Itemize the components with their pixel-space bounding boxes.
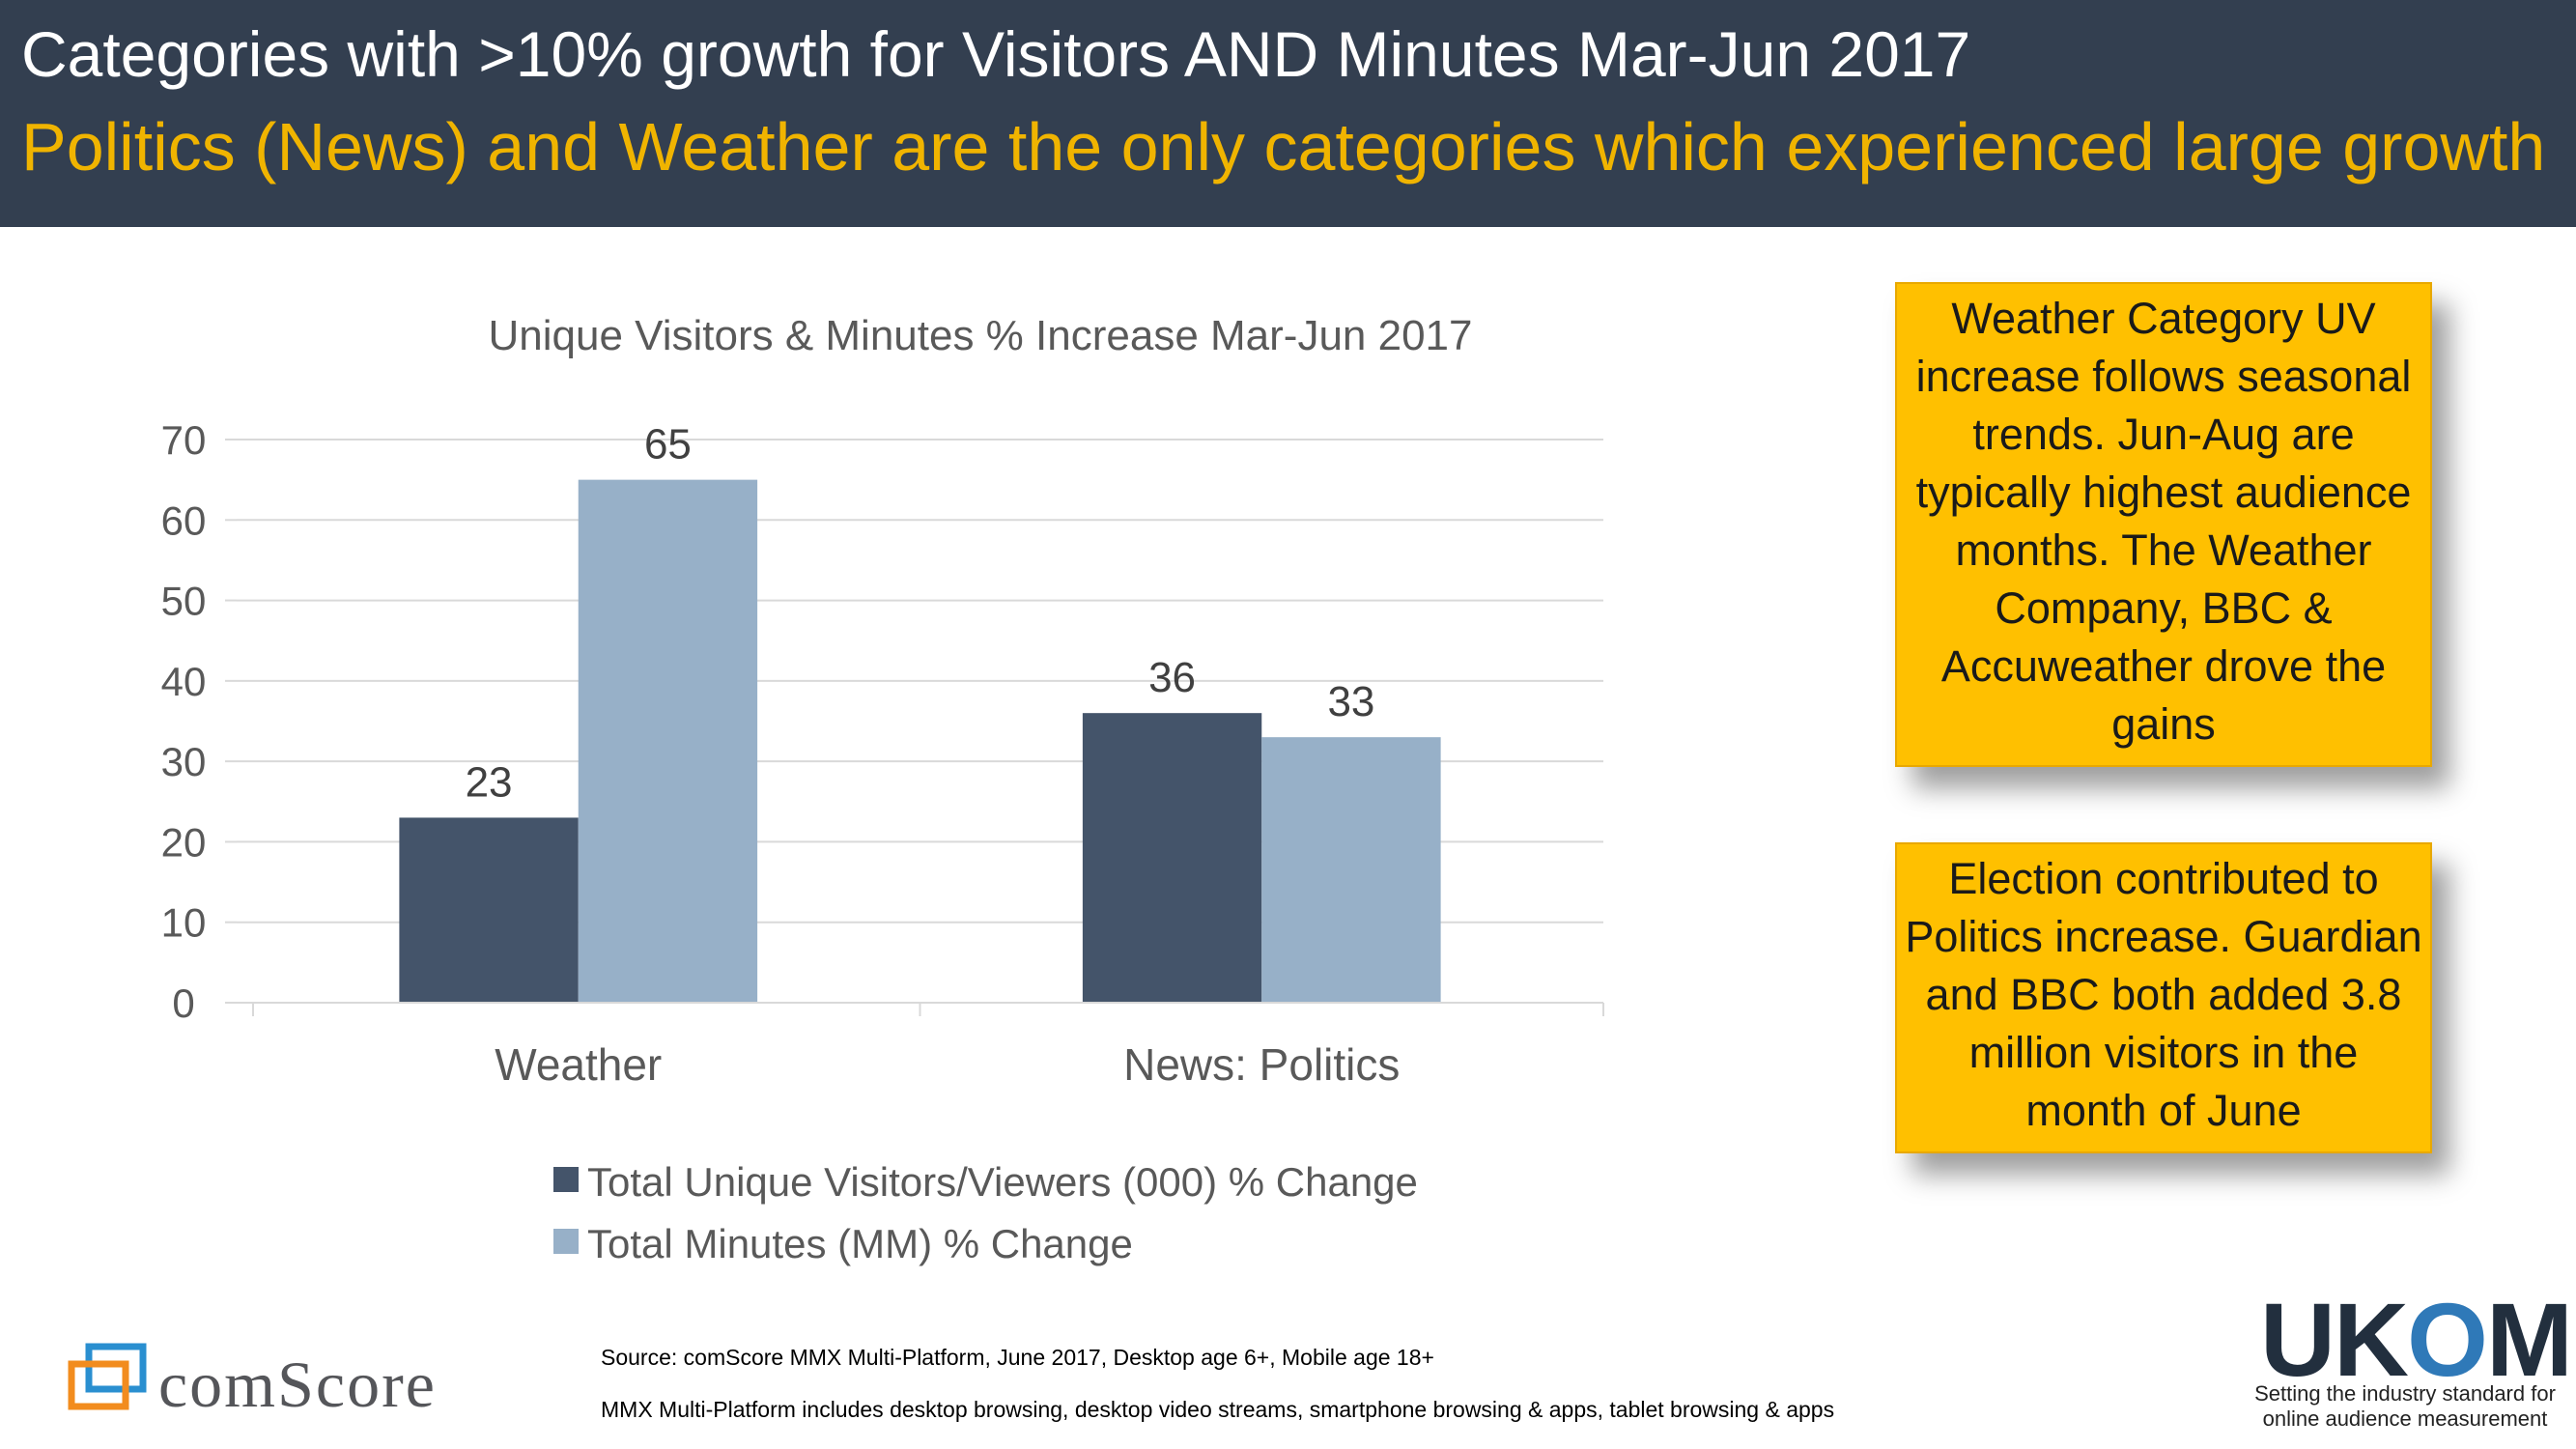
comscore-logo: comScore	[64, 1343, 547, 1421]
comscore-wordmark: comScore	[158, 1348, 437, 1421]
legend-swatch	[553, 1229, 579, 1254]
x-category-label: News: Politics	[1123, 1039, 1400, 1090]
legend-label: Total Minutes (MM) % Change	[587, 1221, 1133, 1266]
header-banner: Categories with >10% growth for Visitors…	[0, 0, 2576, 227]
chart-title: Unique Visitors & Minutes % Increase Mar…	[488, 312, 1472, 359]
bar	[1082, 713, 1262, 1003]
ukom-wordmark-prefix: UK	[2260, 1281, 2409, 1398]
ukom-wordmark-suffix: M	[2486, 1281, 2573, 1398]
ukom-tagline-line-2: online audience measurement	[2262, 1406, 2548, 1431]
x-category-label: Weather	[495, 1039, 662, 1090]
y-tick-label: 0	[172, 980, 194, 1026]
data-label: 36	[1148, 654, 1196, 701]
y-tick-label: 70	[161, 417, 207, 463]
page-subtitle: Politics (News) and Weather are the only…	[21, 109, 2546, 185]
data-label: 33	[1327, 678, 1374, 725]
bar	[1261, 737, 1441, 1003]
politics-callout: Election contributed to Politics increas…	[1895, 842, 2432, 1153]
ukom-logo: UKOM Setting the industry standard for o…	[2250, 1281, 2573, 1437]
y-tick-label: 20	[161, 819, 207, 865]
y-tick-label: 60	[161, 497, 207, 543]
source-note: Source: comScore MMX Multi-Platform, Jun…	[601, 1345, 1434, 1370]
ukom-tagline-line-1: Setting the industry standard for	[2254, 1381, 2556, 1406]
y-tick-label: 40	[161, 659, 207, 704]
page-title: Categories with >10% growth for Visitors…	[21, 18, 1971, 90]
ukom-wordmark-o: O	[2407, 1281, 2488, 1398]
y-tick-label: 10	[161, 900, 207, 946]
y-tick-label: 30	[161, 739, 207, 784]
bar-chart: Unique Visitors & Minutes % Increase Mar…	[161, 312, 1604, 1266]
ukom-wordmark: UKOM	[2260, 1279, 2573, 1400]
ukom-tagline: Setting the industry standard for online…	[2250, 1381, 2560, 1432]
methodology-note: MMX Multi-Platform includes desktop brow…	[601, 1397, 1835, 1422]
weather-callout: Weather Category UV increase follows sea…	[1895, 282, 2432, 767]
comscore-logo-icon	[68, 1343, 147, 1410]
bar	[399, 817, 579, 1003]
data-label: 23	[466, 758, 513, 806]
legend-label: Total Unique Visitors/Viewers (000) % Ch…	[587, 1159, 1418, 1205]
legend-swatch	[553, 1167, 579, 1192]
bar	[578, 479, 758, 1004]
y-tick-label: 50	[161, 579, 207, 624]
data-label: 65	[644, 421, 692, 469]
